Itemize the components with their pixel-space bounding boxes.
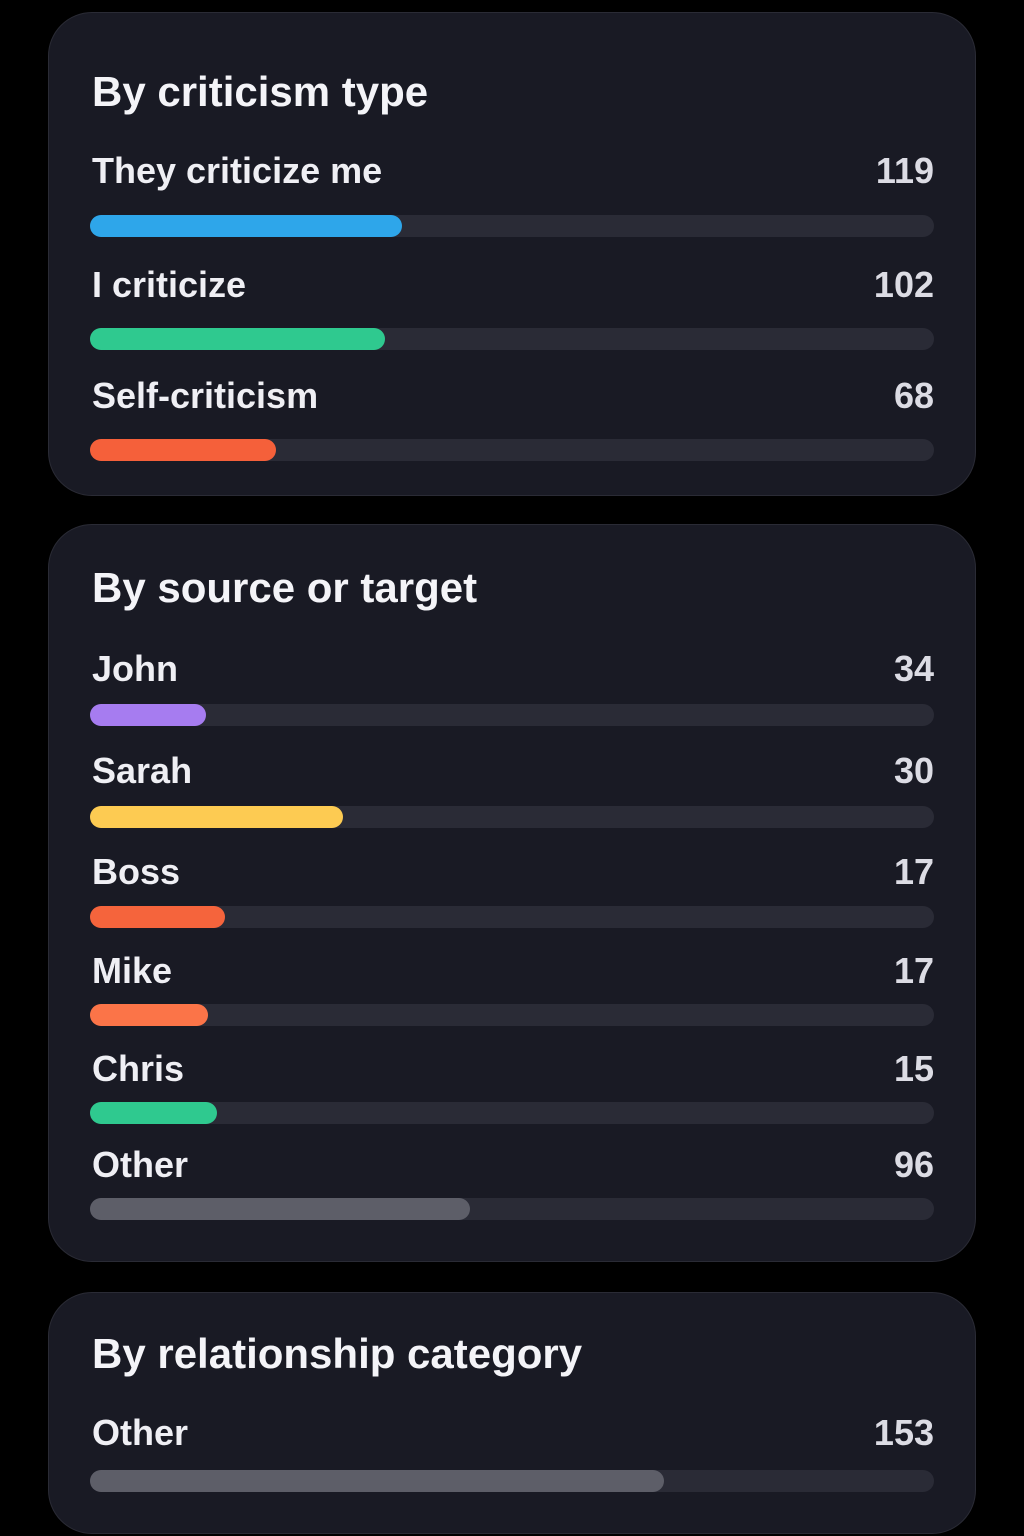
row-label: I criticize bbox=[92, 264, 247, 305]
row-count: 102 bbox=[873, 264, 934, 305]
section-card-1: By source or target John 34 Sarah 30 Boss 17 Mi… bbox=[48, 524, 976, 1262]
row-count: 96 bbox=[893, 1144, 934, 1185]
progress-fill bbox=[90, 1004, 209, 1026]
row-label: Boss bbox=[92, 851, 181, 892]
row-count: 119 bbox=[875, 150, 934, 191]
progress-fill bbox=[90, 806, 344, 828]
progress-fill bbox=[90, 1198, 470, 1220]
row-label: Self-criticism bbox=[92, 375, 319, 416]
progress-track bbox=[90, 1004, 934, 1026]
progress-fill bbox=[90, 1102, 217, 1124]
progress-track bbox=[90, 328, 934, 350]
row-count: 17 bbox=[893, 950, 934, 991]
row-count: 68 bbox=[893, 375, 934, 416]
progress-track bbox=[90, 906, 934, 928]
row-count: 153 bbox=[873, 1412, 934, 1453]
progress-fill bbox=[90, 439, 276, 461]
section-title: By relationship category bbox=[92, 1330, 583, 1377]
progress-track bbox=[90, 439, 934, 461]
progress-track bbox=[90, 1102, 934, 1124]
section-title: By source or target bbox=[92, 564, 478, 611]
row-count: 34 bbox=[893, 648, 934, 689]
progress-fill bbox=[90, 704, 206, 726]
progress-track bbox=[90, 704, 934, 726]
row-count: 30 bbox=[893, 750, 934, 791]
progress-track bbox=[90, 215, 934, 237]
section-card-0: By criticism type They criticize me 119 I c… bbox=[48, 12, 976, 496]
row-count: 15 bbox=[893, 1048, 934, 1089]
progress-fill bbox=[90, 215, 403, 237]
section-title: By criticism type bbox=[92, 68, 429, 115]
progress-fill bbox=[90, 906, 226, 928]
row-label: Sarah bbox=[92, 750, 193, 791]
progress-track bbox=[90, 1470, 934, 1492]
progress-fill bbox=[90, 328, 386, 350]
row-label: Chris bbox=[92, 1048, 185, 1089]
progress-fill bbox=[90, 1470, 664, 1492]
row-count: 17 bbox=[893, 851, 934, 892]
progress-track bbox=[90, 1198, 934, 1220]
row-label: Other bbox=[92, 1144, 189, 1185]
row-label: John bbox=[92, 648, 178, 689]
row-label: Other bbox=[92, 1412, 189, 1453]
row-label: They criticize me bbox=[92, 150, 383, 191]
row-label: Mike bbox=[92, 950, 173, 991]
progress-track bbox=[90, 806, 934, 828]
section-card-2: By relationship category Other 153 bbox=[48, 1292, 976, 1534]
